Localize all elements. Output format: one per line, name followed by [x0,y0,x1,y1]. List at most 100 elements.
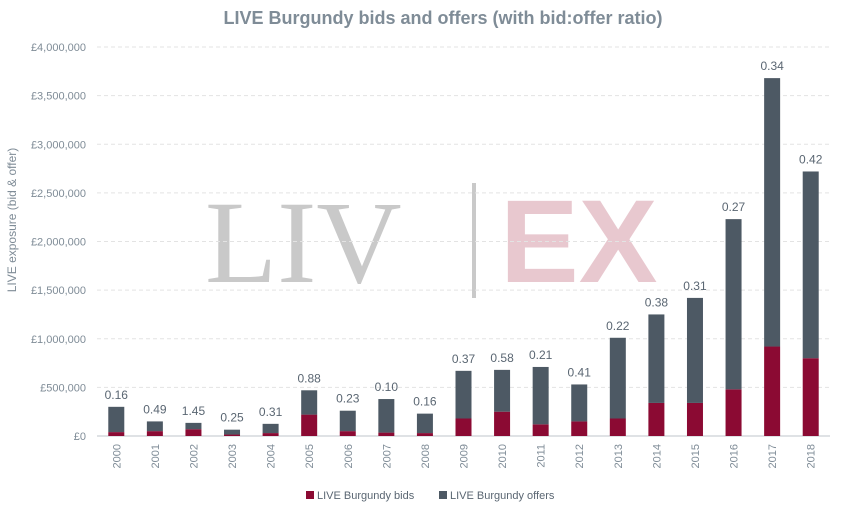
bar-live-burgundy-bids-2018 [802,358,819,436]
bar-live-burgundy-bids-2016 [725,389,742,436]
legend-swatch-0 [306,491,314,499]
ratio-label-2018: 0.42 [799,152,823,166]
y-tick-label: £0 [74,431,86,443]
ratio-label-2000: 0.16 [105,388,129,402]
ratio-label-2009: 0.37 [452,352,476,366]
watermark-divider [472,183,476,298]
x-tick-label-2000: 2000 [111,444,123,468]
x-tick-label-2007: 2007 [381,444,393,468]
y-tick-label: £500,000 [40,382,86,394]
bar-live-burgundy-bids-2002 [185,429,202,436]
ratio-label-2006: 0.23 [336,392,360,406]
ratio-label-2013: 0.22 [606,319,630,333]
bar-live-burgundy-offers-2004 [262,423,279,434]
y-tick-label: £2,000,000 [31,237,86,249]
y-tick-label: £1,000,000 [31,334,86,346]
legend-label-0: LIVE Burgundy bids [317,490,415,502]
ratio-label-2007: 0.10 [375,380,399,394]
ratio-label-2012: 0.41 [568,365,592,379]
bar-live-burgundy-offers-2008 [416,413,433,434]
bar-live-burgundy-offers-2018 [802,171,819,359]
bar-live-burgundy-offers-2011 [532,366,549,425]
ratio-label-2001: 0.49 [143,402,167,416]
watermark-ex-text: EX [500,176,657,308]
ratio-label-2010: 0.58 [490,351,514,365]
bar-series [108,78,819,436]
legend: LIVE Burgundy bids LIVE Burgundy offers [306,490,555,502]
bar-live-burgundy-offers-2015 [686,297,703,403]
bar-live-burgundy-offers-2002 [185,422,202,430]
bar-live-burgundy-offers-2012 [571,384,588,422]
bar-live-burgundy-bids-2001 [146,431,163,436]
bar-live-burgundy-bids-2010 [494,411,511,436]
bar-live-burgundy-offers-2003 [224,429,241,435]
bar-live-burgundy-offers-2007 [378,399,395,433]
x-tick-label-2016: 2016 [729,444,741,468]
y-tick-label: £3,500,000 [31,91,86,103]
y-tick-label: £1,500,000 [31,285,86,297]
legend-swatch-1 [439,491,447,499]
watermark-liv-text: LIV [205,177,402,308]
ratio-label-2004: 0.31 [259,405,283,419]
ratio-labels: 0.16 0.49 1.45 0.25 0.31 0.88 0.23 0.10 0.16 0.37… [105,59,823,425]
bar-live-burgundy-offers-2006 [339,410,356,432]
bar-live-burgundy-bids-2008 [416,433,433,436]
x-tick-label-2010: 2010 [497,444,509,468]
x-tick-label-2008: 2008 [420,444,432,468]
y-tick-label: £4,000,000 [31,42,86,54]
bar-live-burgundy-bids-2000 [108,432,125,436]
ratio-label-2005: 0.88 [298,371,322,385]
bar-live-burgundy-offers-2000 [108,406,125,433]
ratio-label-2016: 0.27 [722,200,746,214]
ratio-label-2011: 0.21 [529,348,553,362]
bar-live-burgundy-bids-2011 [532,424,549,436]
x-tick-label-2011: 2011 [536,444,548,468]
bar-live-burgundy-offers-2009 [455,370,472,419]
ratio-label-2015: 0.31 [683,279,707,293]
bar-live-burgundy-bids-2003 [224,434,241,436]
bar-live-burgundy-bids-2014 [648,402,665,436]
y-tick-label: £3,000,000 [31,139,86,151]
bar-live-burgundy-offers-2017 [764,78,781,347]
legend-label-1: LIVE Burgundy offers [450,490,555,502]
y-axis-label: LIVE exposure (bid & offer) [5,148,19,293]
bar-live-burgundy-bids-2017 [764,346,781,436]
x-tick-label-2005: 2005 [304,444,316,468]
ratio-label-2003: 0.25 [220,411,244,425]
x-tick-label-2001: 2001 [150,444,162,468]
grid-lines [97,46,830,437]
ratio-label-2014: 0.38 [645,295,669,309]
bar-live-burgundy-offers-2016 [725,219,742,390]
bar-live-burgundy-offers-2005 [301,390,318,415]
bar-live-burgundy-bids-2013 [609,418,626,436]
bar-live-burgundy-bids-2007 [378,432,395,436]
x-tick-label-2003: 2003 [227,444,239,468]
ratio-label-2008: 0.16 [413,395,437,409]
bar-live-burgundy-bids-2015 [686,402,703,436]
x-tick-label-2013: 2013 [613,444,625,468]
x-tick-label-2015: 2015 [690,444,702,468]
x-tick-label-2018: 2018 [806,444,818,468]
x-tick-label-2006: 2006 [343,444,355,468]
livex-watermark: LIV EX [205,176,657,308]
bar-live-burgundy-bids-2009 [455,418,472,436]
bar-live-burgundy-bids-2006 [339,431,356,436]
x-tick-label-2009: 2009 [459,444,471,468]
bar-live-burgundy-bids-2004 [262,433,279,436]
bar-live-burgundy-offers-2010 [494,369,511,412]
x-tick-label-2012: 2012 [574,444,586,468]
x-axis-ticks: 2000 2001 2002 2003 2004 2005 2006 2007 2008 2009… [111,444,817,468]
x-tick-label-2014: 2014 [651,444,663,468]
x-tick-label-2017: 2017 [767,444,779,468]
bar-live-burgundy-bids-2005 [301,414,318,436]
chart-title: LIVE Burgundy bids and offers (with bid:… [224,8,663,28]
bar-live-burgundy-offers-2001 [146,421,163,432]
y-tick-label: £2,500,000 [31,188,86,200]
bar-live-burgundy-offers-2013 [609,337,626,419]
bar-live-burgundy-offers-2014 [648,314,665,403]
ratio-label-2002: 1.45 [182,404,206,418]
x-tick-label-2004: 2004 [266,444,278,468]
ratio-label-2017: 0.34 [760,59,784,73]
x-tick-label-2002: 2002 [188,444,200,468]
